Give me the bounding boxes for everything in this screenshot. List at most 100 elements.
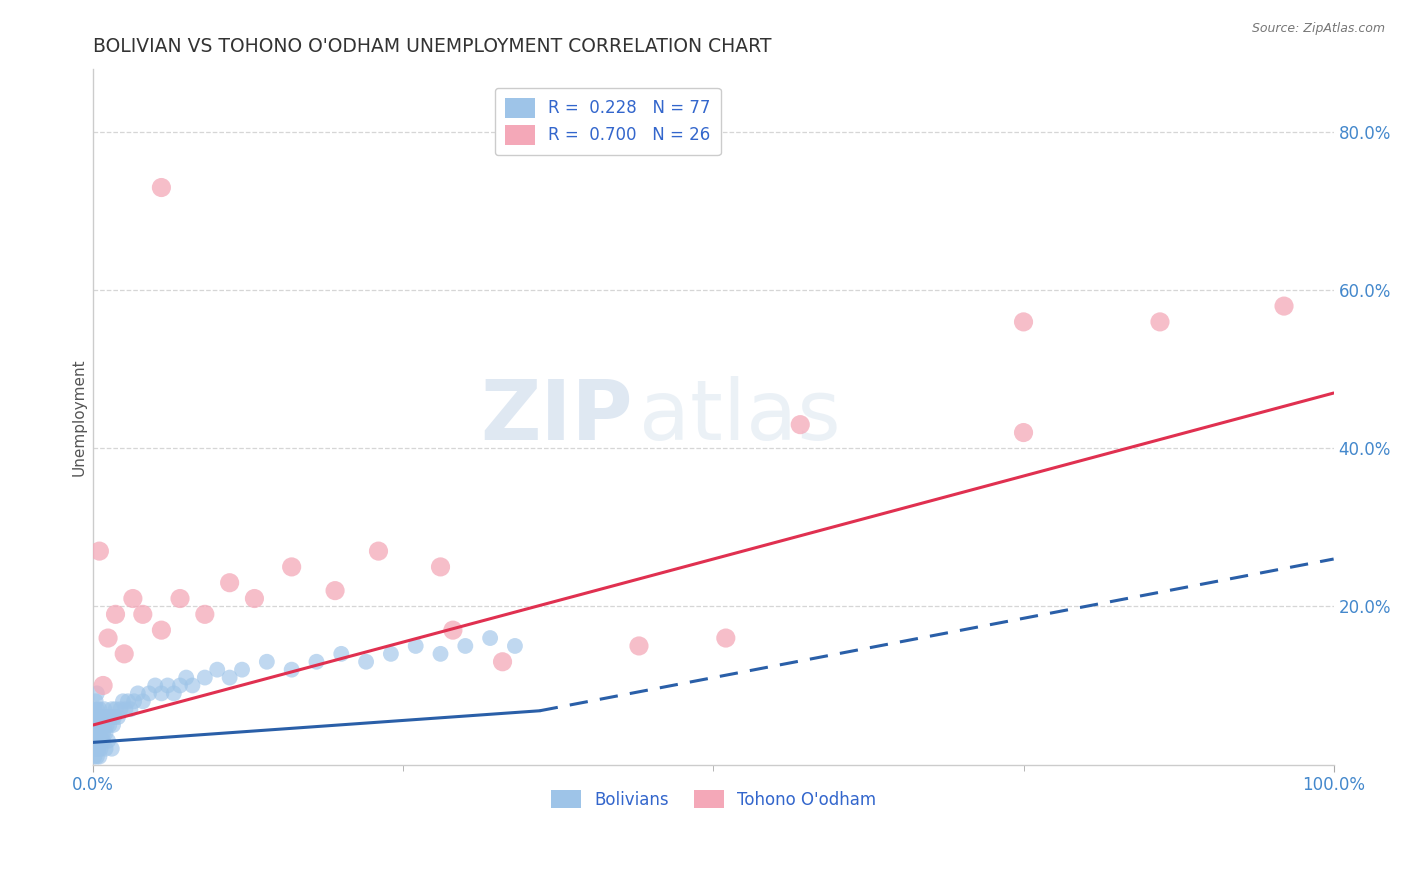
- Point: [91, 726, 114, 740]
- Point: [127, 686, 149, 700]
- Point: [354, 655, 377, 669]
- Point: [156, 678, 179, 692]
- Point: [323, 583, 346, 598]
- Point: [104, 702, 127, 716]
- Point: [111, 694, 134, 708]
- Point: [86, 749, 108, 764]
- Point: [97, 733, 120, 747]
- Text: ZIP: ZIP: [481, 376, 633, 458]
- Point: [789, 417, 811, 432]
- Point: [94, 710, 117, 724]
- Point: [107, 710, 129, 724]
- Y-axis label: Unemployment: Unemployment: [72, 358, 86, 475]
- Point: [280, 663, 302, 677]
- Point: [103, 710, 125, 724]
- Point: [94, 741, 117, 756]
- Point: [90, 741, 112, 756]
- Point: [101, 702, 124, 716]
- Text: atlas: atlas: [638, 376, 841, 458]
- Point: [503, 639, 526, 653]
- Point: [98, 718, 121, 732]
- Point: [429, 560, 451, 574]
- Point: [87, 726, 110, 740]
- Point: [150, 686, 173, 700]
- Point: [1272, 299, 1295, 313]
- Point: [90, 718, 112, 732]
- Point: [90, 733, 112, 747]
- Point: [627, 639, 650, 653]
- Point: [83, 733, 105, 747]
- Point: [380, 647, 402, 661]
- Point: [122, 591, 145, 606]
- Point: [89, 718, 111, 732]
- Point: [1149, 315, 1171, 329]
- Point: [87, 741, 110, 756]
- Point: [120, 702, 142, 716]
- Point: [114, 702, 136, 716]
- Point: [90, 710, 112, 724]
- Point: [714, 631, 737, 645]
- Point: [1012, 425, 1035, 440]
- Point: [163, 686, 186, 700]
- Point: [194, 607, 217, 622]
- Point: [91, 733, 114, 747]
- Point: [231, 663, 253, 677]
- Point: [112, 647, 135, 661]
- Point: [89, 749, 111, 764]
- Point: [280, 560, 302, 574]
- Point: [441, 623, 464, 637]
- Point: [1012, 315, 1035, 329]
- Point: [132, 607, 155, 622]
- Point: [429, 647, 451, 661]
- Point: [97, 631, 120, 645]
- Point: [256, 655, 278, 669]
- Point: [150, 623, 173, 637]
- Point: [93, 702, 115, 716]
- Point: [305, 655, 328, 669]
- Point: [97, 710, 120, 724]
- Point: [174, 671, 197, 685]
- Point: [84, 726, 107, 740]
- Point: [91, 678, 114, 692]
- Point: [86, 702, 108, 716]
- Point: [86, 686, 108, 700]
- Point: [84, 694, 107, 708]
- Point: [86, 718, 108, 732]
- Point: [479, 631, 502, 645]
- Point: [143, 678, 166, 692]
- Point: [87, 710, 110, 724]
- Point: [96, 718, 118, 732]
- Point: [93, 718, 115, 732]
- Point: [169, 678, 191, 692]
- Point: [330, 647, 353, 661]
- Point: [138, 686, 160, 700]
- Point: [89, 702, 111, 716]
- Point: [117, 694, 139, 708]
- Point: [491, 655, 513, 669]
- Point: [207, 663, 229, 677]
- Point: [84, 741, 107, 756]
- Point: [101, 741, 124, 756]
- Point: [83, 718, 105, 732]
- Point: [83, 749, 105, 764]
- Point: [243, 591, 266, 606]
- Point: [89, 733, 111, 747]
- Point: [218, 575, 240, 590]
- Point: [87, 741, 110, 756]
- Point: [122, 694, 145, 708]
- Point: [218, 671, 240, 685]
- Point: [405, 639, 427, 653]
- Point: [104, 607, 127, 622]
- Point: [101, 718, 124, 732]
- Text: BOLIVIAN VS TOHONO O'ODHAM UNEMPLOYMENT CORRELATION CHART: BOLIVIAN VS TOHONO O'ODHAM UNEMPLOYMENT …: [93, 37, 772, 56]
- Point: [132, 694, 155, 708]
- Point: [83, 702, 105, 716]
- Point: [181, 678, 204, 692]
- Point: [367, 544, 389, 558]
- Point: [91, 710, 114, 724]
- Point: [89, 544, 111, 558]
- Point: [86, 733, 108, 747]
- Point: [194, 671, 217, 685]
- Point: [454, 639, 477, 653]
- Legend: Bolivians, Tohono O'odham: Bolivians, Tohono O'odham: [544, 784, 883, 815]
